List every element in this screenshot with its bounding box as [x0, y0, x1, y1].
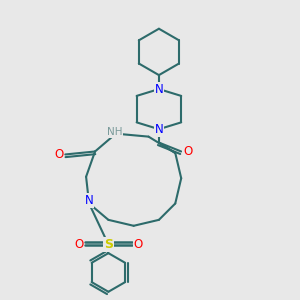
Text: O: O: [183, 145, 192, 158]
Text: O: O: [134, 238, 143, 251]
Text: N: N: [85, 194, 93, 207]
Text: NH: NH: [106, 127, 122, 137]
Text: S: S: [104, 238, 113, 251]
Text: N: N: [154, 82, 163, 96]
Text: O: O: [54, 148, 63, 161]
Text: N: N: [154, 123, 163, 136]
Text: O: O: [74, 238, 83, 251]
